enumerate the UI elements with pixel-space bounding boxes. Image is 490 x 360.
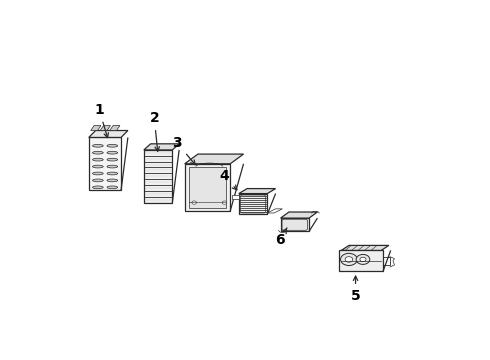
Polygon shape <box>309 218 318 231</box>
Ellipse shape <box>107 144 118 147</box>
Polygon shape <box>91 126 101 131</box>
Polygon shape <box>340 251 383 271</box>
Circle shape <box>341 253 357 266</box>
Ellipse shape <box>93 158 103 161</box>
Polygon shape <box>383 251 391 271</box>
Polygon shape <box>89 131 128 138</box>
Polygon shape <box>144 144 179 150</box>
Polygon shape <box>185 164 230 211</box>
Circle shape <box>345 257 353 262</box>
Polygon shape <box>121 138 128 190</box>
Ellipse shape <box>93 165 103 168</box>
Polygon shape <box>172 150 179 203</box>
Ellipse shape <box>93 172 103 175</box>
Polygon shape <box>230 164 244 211</box>
Polygon shape <box>110 126 120 131</box>
Ellipse shape <box>93 151 103 154</box>
Circle shape <box>356 255 370 264</box>
Polygon shape <box>281 212 318 218</box>
Circle shape <box>222 201 227 204</box>
Text: 1: 1 <box>95 103 108 138</box>
Text: 5: 5 <box>351 276 361 303</box>
Polygon shape <box>342 246 389 251</box>
Polygon shape <box>267 209 282 213</box>
Text: 4: 4 <box>220 169 237 190</box>
Ellipse shape <box>107 172 118 175</box>
FancyBboxPatch shape <box>282 219 308 230</box>
Text: 3: 3 <box>172 136 196 165</box>
Polygon shape <box>239 194 267 214</box>
Polygon shape <box>89 138 121 190</box>
Circle shape <box>192 201 196 204</box>
Ellipse shape <box>107 186 118 189</box>
Text: 6: 6 <box>275 228 287 247</box>
Ellipse shape <box>93 186 103 189</box>
Polygon shape <box>185 154 244 164</box>
Polygon shape <box>239 189 275 194</box>
Text: 2: 2 <box>149 111 159 151</box>
Bar <box>189 167 226 208</box>
Ellipse shape <box>93 144 103 147</box>
Polygon shape <box>100 126 110 131</box>
Polygon shape <box>267 194 275 214</box>
Ellipse shape <box>107 158 118 161</box>
Ellipse shape <box>107 179 118 182</box>
Polygon shape <box>281 218 309 231</box>
Ellipse shape <box>107 165 118 168</box>
Circle shape <box>360 257 366 262</box>
Ellipse shape <box>93 179 103 182</box>
Ellipse shape <box>107 151 118 154</box>
Polygon shape <box>144 150 172 203</box>
Polygon shape <box>232 195 239 199</box>
